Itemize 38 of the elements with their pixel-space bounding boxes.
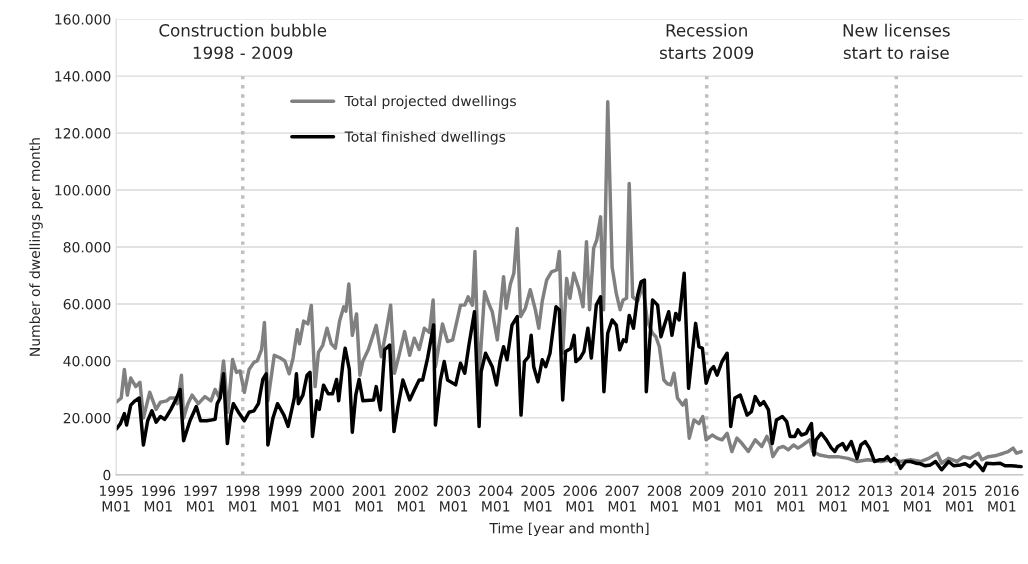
x-tick-label: 2002 M01 xyxy=(394,485,428,512)
x-tick-label: 1996 M01 xyxy=(142,485,176,512)
x-tick-label: 2016 M01 xyxy=(985,485,1019,512)
x-tick-label: 2000 M01 xyxy=(310,485,344,512)
x-axis-title: Time [year and month] xyxy=(489,522,649,537)
x-tick-label: 2009 M01 xyxy=(690,485,724,512)
x-tick-label: 2001 M01 xyxy=(352,485,386,512)
y-tick-label: 40.000 xyxy=(63,355,111,367)
x-tick-label: 2013 M01 xyxy=(858,485,892,512)
x-tick-label: 2004 M01 xyxy=(479,485,513,512)
x-tick-label: 2011 M01 xyxy=(774,485,808,512)
legend-label: Total finished dwellings xyxy=(344,131,506,145)
x-tick-label: 2015 M01 xyxy=(943,485,977,512)
y-tick-label: 100.000 xyxy=(55,185,111,196)
y-tick-label: 0 xyxy=(103,469,111,481)
ref-line-label: New licenses start to raise xyxy=(843,23,950,60)
x-tick-label: 2007 M01 xyxy=(605,485,639,512)
x-tick-label: 2010 M01 xyxy=(732,485,766,512)
y-tick-label: 140.000 xyxy=(55,71,111,82)
x-tick-label: 2006 M01 xyxy=(563,485,597,512)
x-tick-label: 2014 M01 xyxy=(900,485,935,512)
x-tick-label: 2003 M01 xyxy=(436,485,471,512)
x-tick-label: 1997 M01 xyxy=(184,485,218,512)
x-tick-label: 2005 M01 xyxy=(521,485,555,512)
x-tick-label: 1999 M01 xyxy=(268,485,302,512)
y-tick-label: 120.000 xyxy=(55,128,111,139)
x-tick-label: 2012 M01 xyxy=(816,485,850,512)
ref-line-label: Construction bubble 1998 - 2009 xyxy=(159,23,327,60)
ref-line-label: Recession starts 2009 xyxy=(659,23,754,60)
x-tick-label: 2008 M01 xyxy=(647,485,682,512)
x-tick-label: 1995 M01 xyxy=(100,485,133,512)
x-tick-label: 1998 M01 xyxy=(226,485,260,512)
y-axis-title: Number of dwellings per month xyxy=(29,138,43,356)
y-tick-label: 80.000 xyxy=(63,242,111,253)
y-tick-label: 20.000 xyxy=(63,412,111,424)
legend-label: Total projected dwellings xyxy=(344,95,516,109)
y-tick-label: 160.000 xyxy=(55,14,111,25)
y-tick-label: 60.000 xyxy=(63,298,111,310)
